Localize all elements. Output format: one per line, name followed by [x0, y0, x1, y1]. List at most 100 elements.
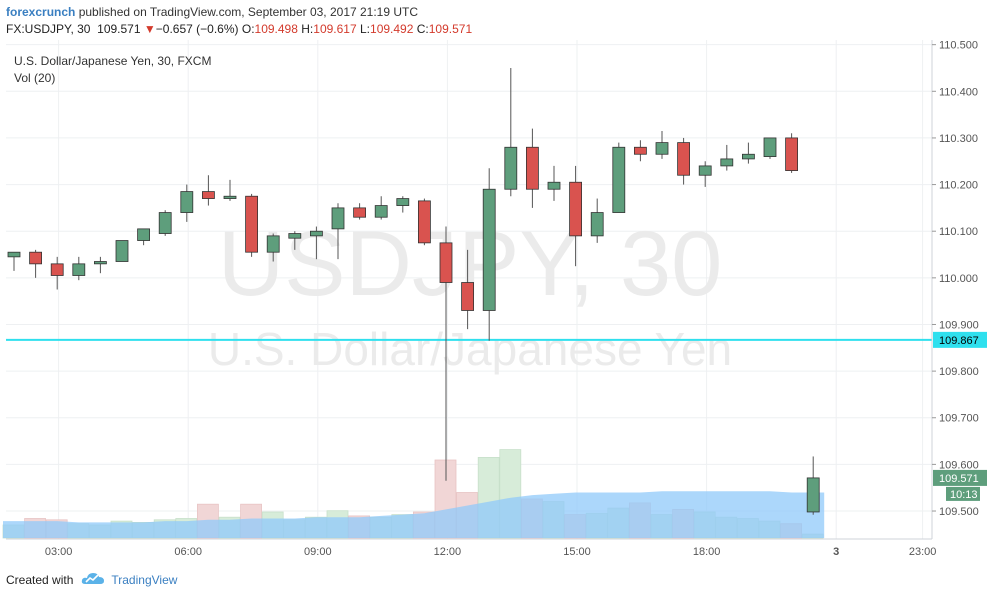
countdown-tag: [946, 486, 980, 501]
tradingview-logo-icon: [81, 571, 105, 588]
candle: [353, 203, 367, 220]
hline-price-tag: [933, 331, 987, 348]
candle-body: [677, 142, 690, 176]
candle: [720, 144, 734, 171]
candle-body: [698, 165, 712, 176]
candle-body: [634, 146, 647, 155]
footer: Created with TradingView: [6, 571, 177, 588]
candle: [288, 231, 302, 250]
candle: [612, 142, 626, 213]
candle-body: [482, 188, 496, 311]
candle-body: [612, 146, 626, 213]
x-tick-label: 09:00: [304, 546, 332, 558]
candle: [590, 198, 604, 243]
candle-body: [720, 158, 734, 167]
candle: [137, 228, 151, 246]
candle-body: [461, 282, 475, 311]
candle-body: [72, 263, 86, 276]
down-arrow-icon: ▼: [143, 22, 156, 36]
candle-body: [29, 251, 43, 265]
candle: [634, 140, 647, 162]
x-tick-label: 06:00: [174, 546, 202, 558]
candle: [569, 165, 582, 267]
candle: [158, 210, 172, 236]
low-label: L:: [360, 22, 371, 36]
candle-body: [547, 181, 561, 190]
open-label: O:: [241, 22, 255, 36]
y-tick-label: 110.000: [939, 273, 978, 285]
candle-body: [806, 477, 820, 513]
candle-body: [396, 198, 410, 206]
candle: [115, 240, 129, 262]
y-tick-label: 109.500: [939, 506, 979, 518]
last-price-text: 109.571: [939, 473, 979, 485]
candle: [785, 133, 798, 173]
candle: [526, 128, 539, 208]
tradingview-link[interactable]: TradingView: [111, 572, 178, 587]
candle-body: [180, 191, 194, 213]
candle-body: [526, 146, 539, 190]
high-value: 109.617: [313, 22, 357, 36]
candle-body: [353, 207, 367, 218]
x-tick-label: 18:00: [693, 546, 721, 558]
candle: [698, 161, 712, 187]
candle: [763, 137, 777, 159]
candle: [374, 196, 388, 220]
candle: [655, 130, 669, 159]
legend-volume: Vol (20): [14, 71, 55, 85]
y-tick-label: 110.300: [939, 133, 978, 145]
watermark: USDJPY, 30 U.S. Dollar/Japanese Yen: [208, 213, 732, 375]
candle: [50, 256, 64, 290]
candle-body: [763, 137, 777, 157]
open-value: 109.498: [254, 22, 298, 36]
watermark-name: U.S. Dollar/Japanese Yen: [208, 323, 732, 375]
candlestick-chart[interactable]: USDJPY, 30 U.S. Dollar/Japanese Yen 110.…: [0, 40, 990, 565]
ohlc-line: FX:USDJPY, 30 109.571 ▼−0.657 (−0.6%) O:…: [6, 22, 472, 36]
x-tick-label: 03:00: [45, 546, 73, 558]
candle: [482, 168, 496, 341]
legend-instrument: U.S. Dollar/Japanese Yen, 30, FXCM: [14, 54, 211, 68]
candle: [245, 193, 259, 257]
candle: [29, 249, 43, 278]
close-label: C:: [416, 22, 429, 36]
y-tick-label: 110.100: [939, 226, 978, 238]
candle: [547, 165, 561, 201]
candle: [439, 226, 453, 481]
candle-body: [158, 212, 172, 234]
candle-body: [94, 261, 107, 265]
candle-body: [50, 263, 64, 276]
candle: [417, 198, 431, 246]
candle: [7, 251, 21, 271]
candle-body: [655, 142, 669, 155]
volume-ma-area: [3, 491, 825, 538]
candle-body: [245, 195, 259, 253]
y-tick-label: 110.400: [939, 86, 978, 98]
candle-body: [7, 251, 21, 258]
candle-body: [504, 146, 518, 190]
y-tick-label: 109.600: [939, 459, 979, 471]
candle-body: [223, 195, 237, 199]
candle-body: [266, 235, 280, 253]
x-tick-label: 15:00: [563, 546, 591, 558]
axes: 110.500 110.400 110.300 110.200 110.100 110.0…: [6, 40, 987, 558]
countdown-text: 10:13: [950, 489, 978, 501]
chart-area[interactable]: USDJPY, 30 U.S. Dollar/Japanese Yen 110.…: [0, 40, 990, 565]
candle-body: [374, 205, 388, 218]
price-change: −0.657 (−0.6%): [155, 22, 239, 36]
x-tick-label: 23:00: [909, 546, 937, 558]
y-tick-label: 109.700: [939, 413, 979, 425]
candle: [742, 142, 755, 164]
high-label: H:: [301, 22, 314, 36]
candle-body: [785, 137, 798, 171]
candle: [396, 196, 410, 213]
candle: [504, 67, 518, 197]
y-tick-label: 110.500: [939, 40, 978, 52]
candle: [201, 175, 215, 206]
last-price-tag: [933, 469, 987, 486]
low-value: 109.492: [370, 22, 414, 36]
candle: [309, 226, 323, 260]
y-tick-label: 109.900: [939, 319, 979, 331]
author-link[interactable]: forexcrunch: [6, 5, 76, 19]
candle-body: [288, 233, 302, 239]
published-text: published on TradingView.com, September …: [78, 5, 419, 19]
